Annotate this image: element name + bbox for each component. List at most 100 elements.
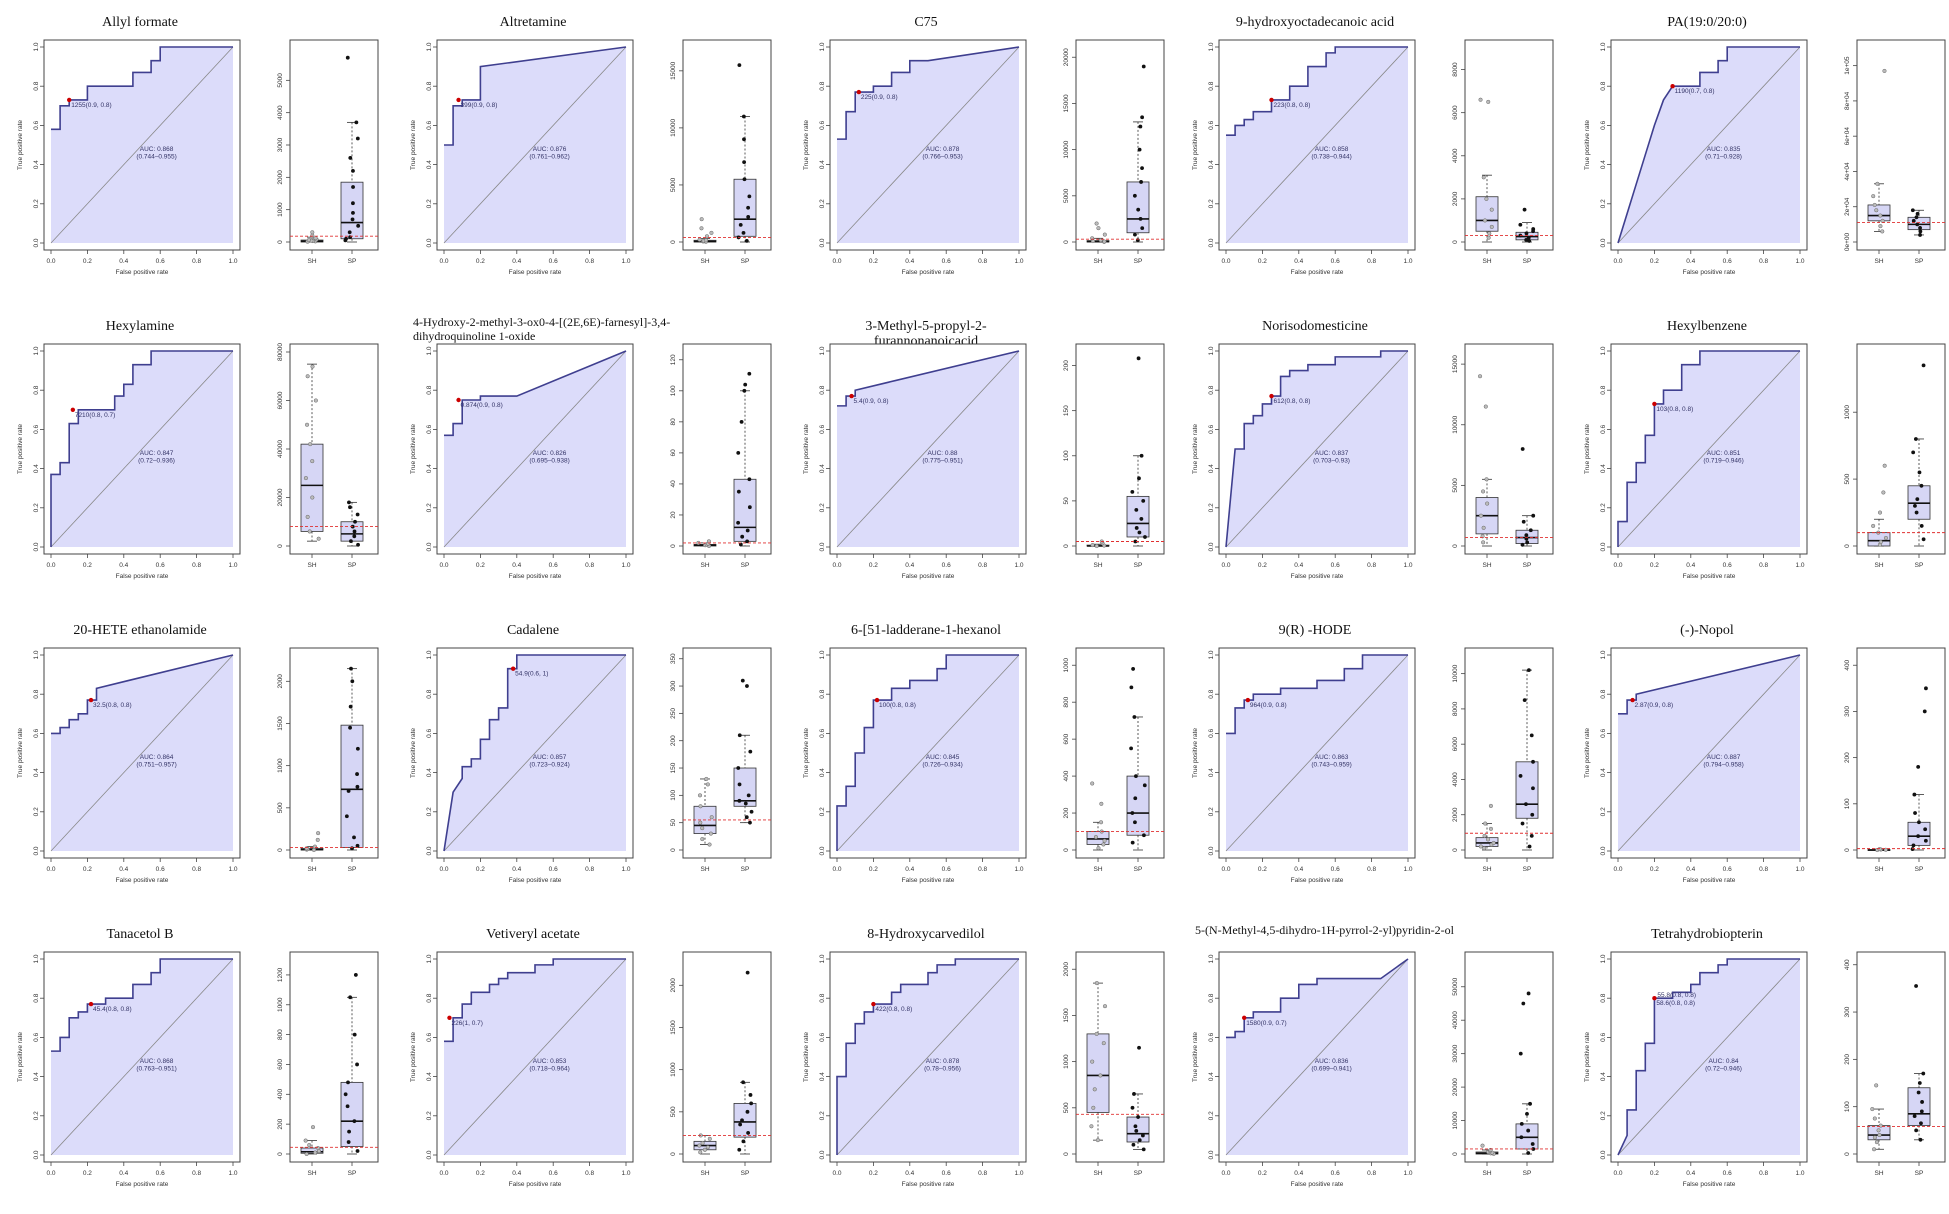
boxplot-y-tick-label: 15000 bbox=[670, 61, 677, 79]
boxplot-y-tick-label: 250 bbox=[670, 708, 677, 719]
roc-y-tick-label: 0.4 bbox=[33, 1072, 40, 1081]
sh-data-point bbox=[1090, 1059, 1095, 1064]
sh-data-point bbox=[1482, 833, 1487, 838]
cutoff-point-marker bbox=[871, 1001, 876, 1007]
roc-boxplot-svg: 0.0 0.0 0.2 0.2 0.4 0.4 0.6 0.6 0.8 0.8 1.0 1.0 Fals… bbox=[410, 647, 772, 884]
sp-data-point bbox=[1531, 786, 1535, 791]
sp-data-point bbox=[355, 784, 360, 789]
boxplot-y-tick-label: 5000 bbox=[670, 177, 677, 192]
auc-confidence-interval: (0.775–0.951) bbox=[922, 458, 962, 465]
boxplot-y-tick-label: 400 bbox=[1844, 659, 1851, 670]
sp-data-point bbox=[350, 217, 355, 222]
roc-y-tick-label: 0.2 bbox=[1600, 199, 1607, 208]
roc-x-tick-label: 0.2 bbox=[869, 1170, 878, 1177]
sp-data-point bbox=[1524, 802, 1528, 807]
roc-y-tick-label: 0.0 bbox=[33, 846, 40, 855]
roc-diagonal bbox=[836, 958, 1020, 1156]
panel-title: 8-Hydroxycarvedilol bbox=[867, 927, 985, 942]
auc-value: AUC: 0.847 bbox=[140, 450, 174, 457]
roc-x-tick-label: 0.8 bbox=[978, 866, 987, 873]
roc-diagonal bbox=[1617, 46, 1801, 244]
panel-title: Tetrahydrobiopterin bbox=[1651, 927, 1763, 942]
roc-boxplot-svg: 0.0 0.0 0.2 0.2 0.4 0.4 0.6 0.6 0.8 0.8 1.0 1.0 Fals… bbox=[1192, 343, 1554, 580]
sp-data-point bbox=[1527, 239, 1532, 243]
sp-data-point bbox=[1913, 811, 1917, 815]
sh-data-point bbox=[1870, 1106, 1875, 1112]
sh-data-point bbox=[704, 234, 710, 239]
group-label-sp: SP bbox=[1134, 258, 1143, 265]
sp-data-point bbox=[1134, 774, 1138, 778]
sp-data-point bbox=[1914, 215, 1919, 220]
roc-curve bbox=[1226, 654, 1408, 735]
roc-y-tick-label: 0.8 bbox=[819, 689, 826, 698]
auc-confidence-interval: (0.726–0.934) bbox=[922, 762, 962, 769]
metabolite-panel: 9(R) -HODE 0.0 0.0 0.2 0.2 0.4 0.4 0.6 0.6 0.8 0.8… bbox=[1175, 608, 1557, 908]
group-label-sh: SH bbox=[1093, 562, 1102, 569]
sh-data-point bbox=[307, 529, 312, 534]
sp-data-point bbox=[745, 970, 750, 975]
auc-value: AUC: 0.84 bbox=[1709, 1058, 1739, 1065]
sp-data-point bbox=[1136, 207, 1141, 212]
roc-y-tick-label: 0.0 bbox=[819, 238, 826, 247]
roc-diagonal bbox=[443, 46, 627, 244]
sp-data-point bbox=[348, 156, 353, 160]
sh-data-point bbox=[1484, 196, 1489, 201]
roc-x-tick-label: 0.4 bbox=[119, 866, 128, 873]
sp-data-point bbox=[748, 820, 752, 825]
sp-data-point bbox=[1140, 166, 1144, 170]
sh-data-point bbox=[1482, 218, 1488, 223]
roc-x-tick-label: 0.2 bbox=[1258, 1170, 1267, 1177]
sp-data-point bbox=[1923, 838, 1928, 843]
sh-data-point bbox=[1877, 510, 1883, 515]
roc-y-tick-label: 0.8 bbox=[1208, 385, 1215, 394]
roc-y-tick-label: 1.0 bbox=[819, 650, 826, 659]
sp-data-point bbox=[345, 55, 350, 60]
roc-x-tick-label: 0.6 bbox=[156, 1170, 165, 1177]
sp-data-point bbox=[353, 973, 358, 977]
sh-data-point bbox=[700, 1140, 705, 1146]
roc-x-tick-label: 1.0 bbox=[1014, 562, 1023, 569]
sh-data-point bbox=[1477, 374, 1483, 379]
boxplot-y-tick-label: 10000 bbox=[1452, 664, 1459, 682]
boxplot-y-tick-label: 50 bbox=[670, 819, 677, 827]
sp-data-point bbox=[1140, 226, 1145, 231]
roc-x-tick-label: 0.2 bbox=[476, 258, 485, 265]
sp-data-point bbox=[745, 684, 749, 688]
roc-x-tick-label: 0.6 bbox=[156, 258, 165, 265]
sh-data-point bbox=[1874, 1083, 1879, 1088]
roc-diagonal bbox=[1225, 46, 1409, 244]
roc-y-tick-label: 0.0 bbox=[1208, 542, 1215, 551]
boxplot-y-tick-label: 300 bbox=[670, 680, 677, 691]
sh-data-point bbox=[1485, 501, 1490, 506]
panel-title: Norisodomesticine bbox=[1262, 319, 1368, 334]
boxplot-y-tick-label: 0e+00 bbox=[1844, 232, 1851, 251]
boxplot-y-tick-label: 0 bbox=[277, 240, 284, 244]
boxplot-frame bbox=[682, 39, 772, 251]
sp-data-point bbox=[1911, 450, 1916, 455]
boxplot-y-tick-label: 0 bbox=[277, 544, 284, 548]
sp-data-point bbox=[355, 136, 360, 141]
group-label-sp: SP bbox=[741, 258, 750, 265]
sh-data-point bbox=[313, 236, 318, 241]
boxplot-y-tick-label: 1000 bbox=[1844, 405, 1851, 420]
roc-y-axis-label: True positive rate bbox=[803, 1032, 810, 1082]
roc-curve bbox=[836, 654, 1019, 851]
sp-data-point bbox=[1529, 733, 1534, 738]
boxplot-y-tick-label: 6000 bbox=[1452, 737, 1459, 752]
roc-x-tick-label: 0.4 bbox=[119, 1170, 128, 1177]
cutoff-point-label: 5.4(0.9, 0.8) bbox=[854, 398, 889, 405]
sh-data-point bbox=[1876, 1128, 1881, 1133]
roc-x-tick-label: 0.4 bbox=[905, 1170, 914, 1177]
roc-y-tick-label: 0.6 bbox=[33, 1033, 40, 1042]
roc-x-tick-label: 0.6 bbox=[942, 866, 951, 873]
roc-curve bbox=[1617, 46, 1800, 244]
boxplot-y-tick-label: 4000 bbox=[1452, 148, 1459, 163]
panel-title: PA(19:0/20:0) bbox=[1667, 15, 1747, 30]
roc-y-tick-label: 0.2 bbox=[33, 199, 40, 208]
sh-data-point bbox=[1094, 543, 1099, 549]
roc-y-tick-label: 1.0 bbox=[1208, 42, 1215, 51]
roc-diagonal bbox=[1225, 958, 1409, 1156]
cutoff-point-marker bbox=[1269, 97, 1274, 103]
sh-data-point bbox=[308, 442, 313, 447]
group-label-sp: SP bbox=[1134, 1170, 1143, 1177]
